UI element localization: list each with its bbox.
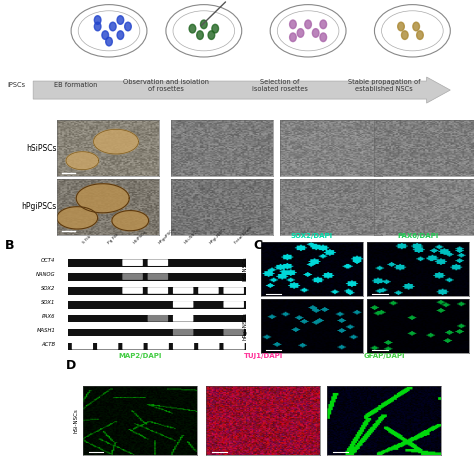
Text: hPgiPSCs: hPgiPSCs [22,202,57,211]
Text: MASH1: MASH1 [37,328,55,333]
Circle shape [320,20,327,28]
Text: hSiPSCs: hSiPSCs [27,144,57,153]
Circle shape [208,31,215,39]
Text: iPSCs: iPSCs [8,82,26,88]
Circle shape [305,20,311,28]
FancyBboxPatch shape [198,287,219,294]
Text: Observation and isolation
of rosettes: Observation and isolation of rosettes [123,79,209,92]
FancyBboxPatch shape [147,273,168,280]
FancyBboxPatch shape [198,343,219,349]
Text: hSi-NSCs: hSi-NSCs [243,256,248,282]
Text: SOX2/DAPI: SOX2/DAPI [291,233,333,239]
Text: hPgoPSCs: hPgoPSCs [158,227,176,245]
Text: hPgi-NSCs: hPgi-NSCs [209,226,227,245]
FancyBboxPatch shape [173,301,193,308]
Text: PAX6: PAX6 [42,314,55,319]
Circle shape [212,24,219,33]
Polygon shape [93,129,138,154]
Circle shape [413,22,419,31]
Bar [68,315,248,322]
Polygon shape [112,210,148,231]
Circle shape [290,33,296,42]
FancyBboxPatch shape [173,329,193,336]
Text: ACTB: ACTB [42,342,55,347]
Circle shape [197,31,203,39]
Circle shape [102,31,109,39]
Circle shape [290,20,296,28]
FancyBboxPatch shape [147,315,168,322]
Text: OCT4: OCT4 [41,258,55,264]
FancyBboxPatch shape [122,343,144,349]
Text: hSiPSCs: hSiPSCs [133,229,148,245]
Bar [68,329,248,337]
Circle shape [398,22,404,31]
FancyBboxPatch shape [147,343,169,349]
FancyArrow shape [33,77,450,103]
Text: hPgi-NSCs: hPgi-NSCs [243,312,248,340]
Text: PAX6/DAPI: PAX6/DAPI [398,233,439,239]
Circle shape [320,33,327,42]
FancyBboxPatch shape [173,315,193,322]
Circle shape [417,31,423,39]
Circle shape [297,28,304,37]
FancyBboxPatch shape [97,343,118,349]
Bar [68,287,248,295]
Circle shape [201,20,207,28]
FancyBboxPatch shape [173,287,193,294]
Polygon shape [57,207,98,229]
Circle shape [106,37,112,46]
FancyBboxPatch shape [147,259,168,266]
Text: D: D [66,359,77,372]
Circle shape [189,24,196,33]
Bar [68,259,248,267]
Text: SOX2: SOX2 [41,286,55,292]
Text: TUJ1/DAPI: TUJ1/DAPI [244,353,283,359]
Text: hSi-NSCs: hSi-NSCs [73,408,78,433]
FancyBboxPatch shape [122,259,143,266]
Bar [68,273,248,281]
Circle shape [94,16,101,24]
Text: NANOG: NANOG [36,273,55,277]
Text: S Fib: S Fib [82,235,92,245]
Circle shape [312,28,319,37]
Text: B: B [5,239,14,252]
FancyBboxPatch shape [147,287,168,294]
Text: Fetal Brain: Fetal Brain [234,225,253,245]
Text: Selection of
isolated rosettes: Selection of isolated rosettes [252,79,308,92]
FancyBboxPatch shape [72,343,93,349]
Circle shape [94,22,101,31]
FancyBboxPatch shape [223,343,245,349]
Circle shape [117,31,124,39]
Text: hSi-NSCs: hSi-NSCs [183,228,200,245]
Text: EB formation: EB formation [54,82,98,88]
FancyBboxPatch shape [173,343,194,349]
Circle shape [117,16,124,24]
Text: Pg Fib: Pg Fib [108,233,119,245]
Text: MAP2/DAPI: MAP2/DAPI [118,353,162,359]
FancyBboxPatch shape [122,287,143,294]
Bar [68,343,248,350]
Text: GFAP/DAPI: GFAP/DAPI [363,353,405,359]
Text: SOX1: SOX1 [41,300,55,305]
FancyBboxPatch shape [223,301,244,308]
Polygon shape [66,152,99,170]
FancyBboxPatch shape [223,287,244,294]
FancyBboxPatch shape [223,329,244,336]
Text: Stable propagation of
established NSCs: Stable propagation of established NSCs [348,79,420,92]
Circle shape [109,22,116,31]
Bar [68,301,248,309]
FancyBboxPatch shape [122,273,143,280]
Text: C: C [254,239,263,252]
Circle shape [125,22,131,31]
Circle shape [401,31,408,39]
Polygon shape [76,184,129,213]
